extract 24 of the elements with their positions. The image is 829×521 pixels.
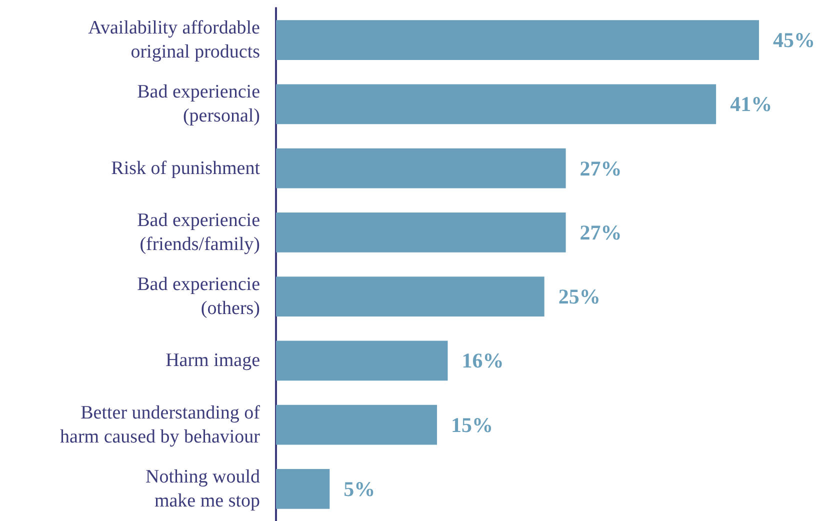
y-tick-label: Bad experiencie (personal) [137,82,260,127]
y-tick-label: Availability affordable original products [88,18,260,63]
y-tick-label: Better understanding of harm caused by behaviour [60,402,261,448]
bar [276,148,566,188]
data-label: 5% [344,476,376,501]
bar [276,212,566,252]
y-tick-label: Nothing would make me stop [145,466,260,512]
bar [276,84,716,124]
bar [276,469,330,509]
y-tick-label: Risk of punishment [111,158,261,179]
y-tick-label: Bad experiencie (others) [137,274,260,320]
bar [276,340,448,381]
data-label: 27% [580,220,622,244]
bar [276,20,759,60]
y-tick-label: Harm image [166,350,260,372]
bar [276,276,544,316]
bar [276,404,437,445]
data-label: 27% [580,156,622,180]
data-label: 41% [730,92,772,116]
data-label: 45% [773,28,815,52]
y-tick-label: Bad experiencie (friends/family) [137,210,260,255]
data-label: 25% [558,284,600,309]
data-label: 15% [451,412,493,437]
data-label: 16% [462,348,504,373]
